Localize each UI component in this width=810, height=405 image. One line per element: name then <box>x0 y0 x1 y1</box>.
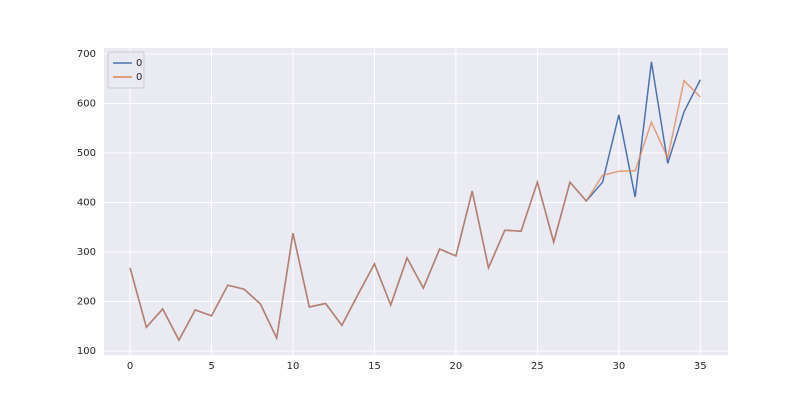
legend-box <box>107 51 145 89</box>
legend-label: 0 <box>136 72 142 83</box>
plot-area <box>104 48 728 355</box>
y-tick-label: 400 <box>77 197 96 208</box>
legend-label: 0 <box>136 58 142 69</box>
x-tick-label: 30 <box>612 361 625 372</box>
y-tick-label: 600 <box>77 98 96 109</box>
x-tick-label: 5 <box>208 361 214 372</box>
y-tick-label: 300 <box>77 247 96 258</box>
y-tick-label: 700 <box>77 49 96 60</box>
y-tick-label: 100 <box>77 346 96 357</box>
y-tick-label: 500 <box>77 148 96 159</box>
x-tick-label: 20 <box>450 361 463 372</box>
x-tick-label: 15 <box>368 361 381 372</box>
y-tick-label: 200 <box>77 297 96 308</box>
line-series <box>129 79 701 342</box>
x-tick-label: 35 <box>694 361 707 372</box>
x-tick-label: 10 <box>287 361 300 372</box>
x-tick-label: 25 <box>531 361 544 372</box>
x-tick-label: 0 <box>127 361 133 372</box>
